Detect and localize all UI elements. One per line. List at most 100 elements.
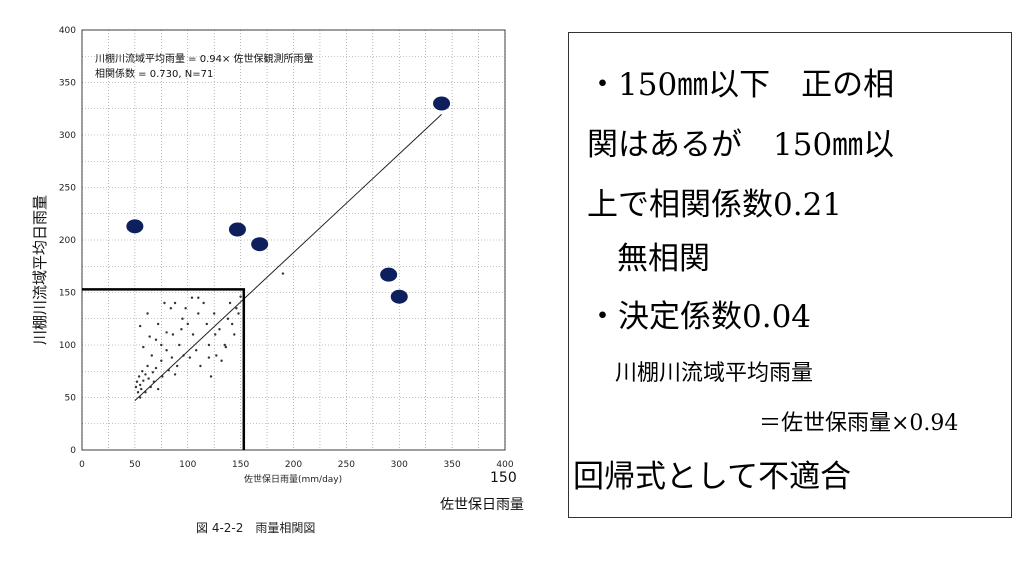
data-point	[141, 370, 144, 373]
data-point	[160, 359, 163, 362]
y-tick-label: 100	[59, 341, 76, 351]
data-point	[134, 385, 138, 389]
data-point	[142, 379, 145, 382]
data-points	[134, 272, 285, 399]
y-axis-label: 川棚川流域平均日雨量	[31, 195, 49, 345]
note-line-7: ＝佐世保雨量×0.94	[759, 411, 959, 436]
note-line-2: 関はあるが 150㎜以	[587, 127, 895, 163]
data-point	[180, 328, 183, 331]
data-point	[214, 333, 217, 336]
notes-panel: ・150㎜以下 正の相 関はあるが 150㎜以 上で相関係数0.21 無相関 ・…	[568, 32, 1012, 518]
x-tick-label: 350	[444, 460, 461, 470]
data-point	[146, 364, 149, 368]
data-point	[144, 373, 147, 376]
data-point	[150, 354, 153, 357]
data-point	[190, 296, 194, 299]
note-line-1: ・150㎜以下 正の相	[587, 67, 895, 103]
data-point	[165, 331, 168, 334]
data-point	[239, 295, 242, 298]
side-x-label: 佐世保日雨量	[440, 497, 524, 513]
data-point	[233, 333, 236, 336]
data-point	[135, 380, 139, 383]
data-point	[137, 375, 141, 378]
data-point	[178, 343, 181, 347]
data-point	[202, 301, 205, 305]
data-point	[207, 343, 211, 347]
regression-line	[134, 114, 442, 402]
data-point	[138, 383, 142, 387]
y-tick-label: 250	[59, 184, 76, 194]
note-line-6: 川棚川流域平均雨量	[615, 361, 814, 386]
y-tick-label: 200	[59, 236, 76, 246]
data-point	[154, 338, 158, 341]
data-point	[136, 391, 140, 394]
x-tick-label: 100	[179, 460, 196, 470]
data-point	[160, 343, 163, 347]
x-tick-label: 300	[391, 460, 408, 470]
data-point	[165, 349, 168, 352]
x-tick-label: 150	[232, 460, 249, 470]
highlighted-point	[380, 267, 398, 282]
highlight-box	[82, 288, 246, 450]
note-line-8: 回帰式として不適合	[573, 459, 852, 495]
y-tick-label: 350	[59, 79, 76, 89]
data-point	[199, 364, 202, 368]
data-point	[142, 345, 145, 349]
data-point	[147, 377, 150, 380]
data-point	[171, 333, 175, 336]
data-point	[218, 328, 221, 331]
data-point	[235, 307, 238, 310]
data-point	[223, 343, 226, 347]
data-point	[163, 301, 166, 305]
data-point	[281, 272, 285, 275]
x-axis-label: 佐世保日雨量(mm/day)	[244, 473, 342, 485]
data-point	[220, 359, 223, 362]
data-point	[156, 322, 160, 326]
data-point	[188, 356, 192, 359]
ticks: 0 50 100 150 200 250 300 350 400 0 50 100 150 200 250 3…	[59, 26, 514, 470]
chart-svg: 0 50 100 150 200 250 300 350 400 0 50 100 150 200 250 3…	[31, 26, 514, 535]
y-tick-label: 150	[59, 289, 76, 299]
data-point	[175, 364, 179, 368]
data-point	[215, 354, 218, 357]
data-point	[230, 322, 234, 326]
data-point	[140, 387, 143, 391]
data-point	[173, 301, 177, 305]
data-point	[207, 356, 211, 359]
data-point	[191, 333, 195, 336]
data-point	[195, 349, 198, 352]
highlight-box-outline	[82, 288, 246, 450]
axes	[81, 29, 506, 451]
data-point	[184, 307, 187, 310]
y-tick-label: 0	[70, 446, 76, 456]
highlighted-point	[390, 289, 408, 304]
highlighted-points	[126, 96, 451, 304]
data-point	[212, 312, 216, 315]
x-tick-label: 50	[129, 460, 141, 470]
figure-caption: 図 4-2-2 雨量相関図	[196, 521, 315, 535]
note-line-5: ・決定係数0.04	[587, 299, 812, 335]
scatter-chart: 0 50 100 150 200 250 300 350 400 0 50 100 150 200 250 3…	[31, 26, 514, 535]
data-point	[138, 324, 142, 328]
side-tick-150: 150	[490, 470, 517, 486]
data-point	[224, 345, 228, 349]
y-tick-label: 400	[59, 26, 76, 36]
x-tick-label: 0	[79, 460, 85, 470]
data-point	[197, 296, 200, 299]
data-point	[226, 317, 230, 320]
data-point	[209, 375, 213, 378]
data-point	[170, 356, 174, 359]
note-line-3: 上で相関係数0.21	[587, 187, 843, 223]
data-point	[148, 335, 151, 338]
annotation-line-1: 川棚川流域平均雨量 = 0.94× 佐世保観測所雨量	[95, 52, 314, 65]
data-point	[151, 371, 155, 374]
highlighted-point	[433, 96, 451, 111]
y-tick-label: 300	[59, 131, 76, 141]
x-tick-label: 200	[285, 460, 302, 470]
data-point	[169, 307, 173, 310]
regression-segment	[134, 114, 442, 402]
y-tick-label: 50	[65, 394, 77, 404]
highlighted-point	[251, 237, 269, 252]
data-point	[146, 312, 149, 315]
data-point	[228, 301, 232, 305]
